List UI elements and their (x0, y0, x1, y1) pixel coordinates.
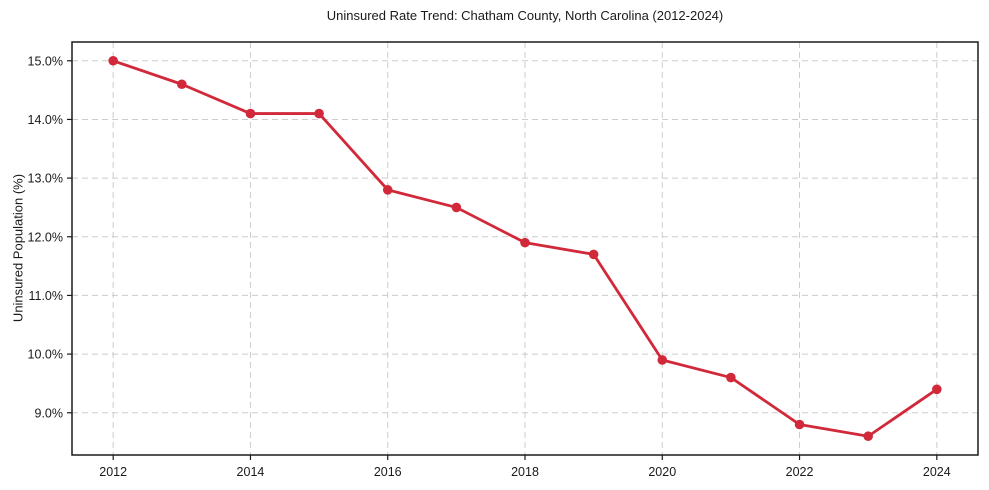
y-tick-label: 9.0% (35, 406, 64, 420)
chart-title: Uninsured Rate Trend: Chatham County, No… (326, 8, 724, 23)
data-point-2020 (657, 355, 668, 365)
y-tick-label: 15.0% (28, 54, 63, 68)
x-tick-label: 2020 (648, 465, 676, 479)
x-tick-label: 2016 (374, 465, 402, 479)
data-point-2022 (794, 419, 805, 430)
data-point-2021 (726, 372, 736, 383)
x-tick-label: 2018 (511, 465, 539, 479)
data-point-2015 (314, 108, 324, 119)
data-point-2014 (245, 108, 256, 119)
data-point-2013 (177, 79, 187, 90)
data-point-2024 (932, 384, 942, 395)
plot-border (71, 41, 979, 456)
y-tick-label: 13.0% (28, 172, 63, 186)
y-tick-label: 12.0% (28, 230, 63, 244)
x-tick-label: 2022 (786, 465, 814, 479)
y-tick-label: 10.0% (28, 348, 63, 362)
data-point-2023 (863, 431, 873, 442)
data-point-2018 (520, 237, 530, 248)
data-point-2016 (382, 185, 393, 195)
y-tick-label: 14.0% (28, 113, 63, 127)
x-tick-label: 2024 (923, 465, 951, 479)
data-point-2012 (108, 55, 118, 66)
x-tick-label: 2014 (237, 465, 265, 479)
y-tick-label: 11.0% (28, 289, 63, 303)
data-point-2017 (451, 202, 462, 213)
y-axis-label: Uninsured Population (%) (10, 173, 26, 323)
data-point-2019 (588, 249, 599, 260)
x-tick-label: 2012 (99, 465, 127, 479)
